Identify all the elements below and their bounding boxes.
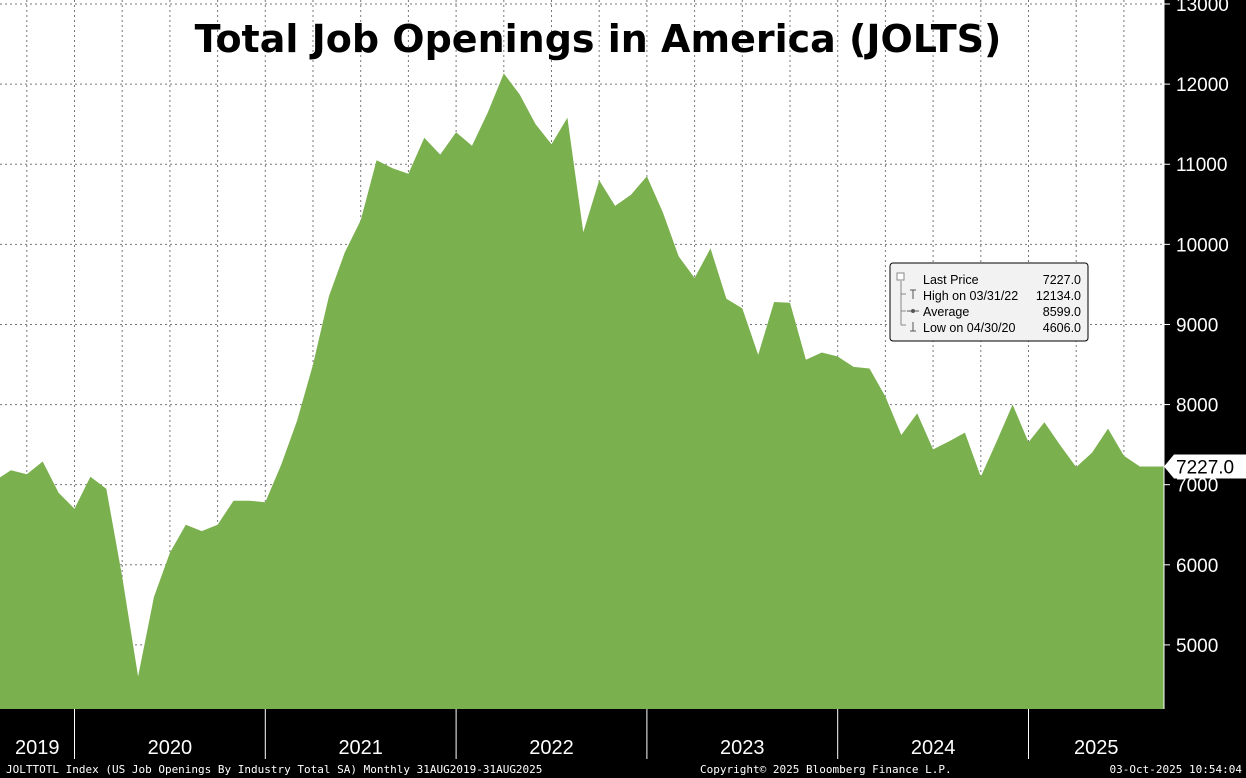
xtick-label-2024: 2024 [911,737,956,759]
high-marker-icon [910,289,916,299]
xtick-label-2023: 2023 [720,737,765,759]
footer-source: JOLTTOTL Index (US Job Openings By Indus… [6,763,542,776]
xtick-label-2021: 2021 [338,737,383,759]
last-value-pointer [1164,454,1246,479]
x-axis: 2019 2020 2021 2022 2023 2024 2025 [15,709,1119,759]
y-axis: 5000 6000 7000 8000 9000 10000 11000 12000 13000 [1163,0,1229,709]
legend-square-icon [896,272,905,281]
ytick-label-10000: 10000 [1176,235,1229,256]
ytick-label-12000: 12000 [1176,75,1229,96]
legend-value-last: 7227.0 [1043,273,1081,287]
ytick-label-5000: 5000 [1176,636,1218,657]
legend-label-high: High on 03/31/22 [923,289,1018,303]
ytick-label-6000: 6000 [1176,556,1218,577]
ytick-label-7000: 7000 [1176,476,1218,497]
low-marker-icon [910,322,916,332]
ytick-label-8000: 8000 [1176,396,1218,417]
xtick-label-2022: 2022 [529,737,574,759]
legend-box: Last Price 7227.0 High on 03/31/22 12134… [889,262,1089,342]
legend-label-low: Low on 04/30/20 [923,321,1015,335]
footer-copyright: Copyright© 2025 Bloomberg Finance L.P. [700,763,952,776]
last-value-marker: 7227.0 [1164,454,1246,479]
legend-label-average: Average [923,305,969,319]
ytick-label-11000: 11000 [1176,155,1227,176]
ytick-label-9000: 9000 [1176,315,1218,336]
legend-label-last: Last Price [923,273,979,287]
ytick-label-13000: 13000 [1176,0,1229,16]
legend-value-high: 12134.0 [1036,289,1081,303]
legend-value-average: 8599.0 [1043,305,1081,319]
legend-value-low: 4606.0 [1043,321,1081,335]
xtick-label-2019: 2019 [15,737,60,759]
legend-tree-icon [900,281,906,326]
xtick-label-2025: 2025 [1074,737,1119,759]
last-value-label: 7227.0 [1176,457,1234,478]
xtick-label-2020: 2020 [148,737,193,759]
footer-timestamp: 03-Oct-2025 10:54:04 [1110,763,1243,776]
average-dot-icon [911,309,915,313]
chart-title: Total Job Openings in America (JOLTS) [195,17,1002,61]
job-openings-area [0,73,1164,709]
